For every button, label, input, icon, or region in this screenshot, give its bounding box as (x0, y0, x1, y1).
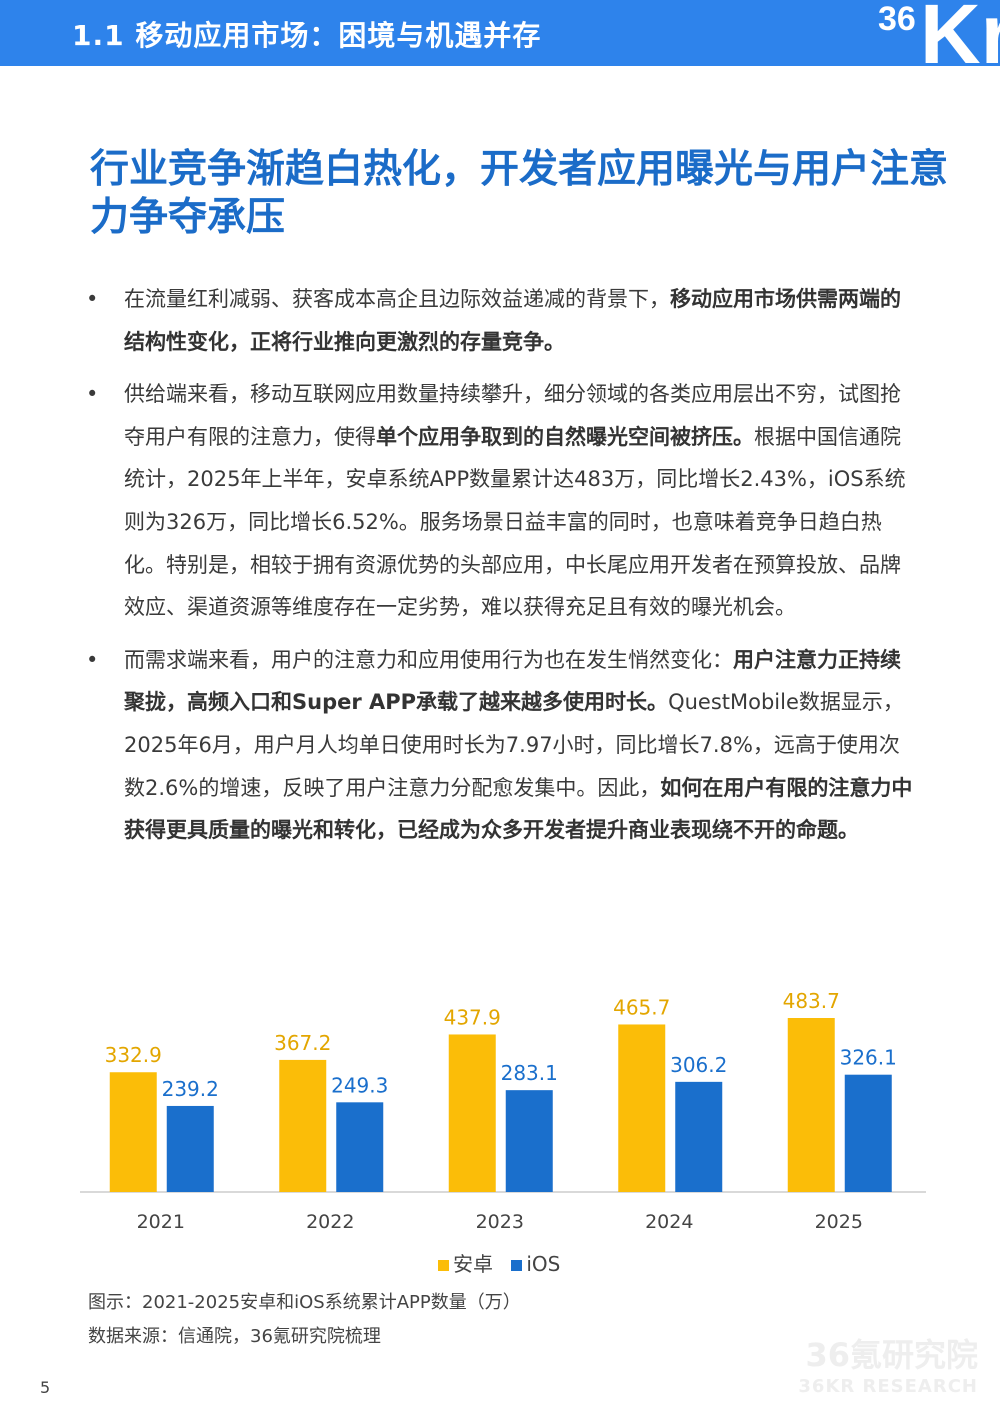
body-text: 根据中国信通院统计，2025年上半年，安卓系统APP数量累计达483万，同比增长… (124, 424, 906, 620)
page-number: 5 (40, 1378, 51, 1397)
data-label: 465.7 (613, 995, 670, 1019)
bar-android-2024 (618, 1024, 666, 1192)
data-label: 483.7 (783, 989, 840, 1013)
bullet-list: • 在流量红利减弱、获客成本高企且边际效益递减的背景下，移动应用市场供需两端的结构… (86, 278, 920, 862)
page-headline: 行业竞争渐趋白热化，开发者应用曝光与用户注意力争夺承压 (90, 147, 949, 240)
body-text: QuestMobile数据显示，2025年6月，用户月人均单日使用时长为7.97… (124, 690, 904, 800)
bold-text: 移动应用市场供需两端的结构性变化，正将行业推向更激烈的存量竞争。 (124, 287, 901, 354)
bar-ios-2023 (505, 1090, 553, 1192)
bold-text: 单个应用争取到的自然曝光空间被挤压。 (376, 424, 754, 449)
data-label: 332.9 (105, 1043, 162, 1067)
data-label: 367.2 (274, 1031, 331, 1055)
bar-android-2025 (787, 1018, 835, 1192)
x-tick-label: 2025 (815, 1211, 863, 1233)
bar-ios-2022 (336, 1102, 384, 1192)
bold-text: 如何在用户有限的注意力中获得更具质量的曝光和转化，已经成为众多开发者提升商业表现… (124, 775, 913, 843)
bar-android-2022 (279, 1059, 327, 1192)
bullet-item: • 供给端来看，移动互联网应用数量持续攀升，细分领域的各类应用层出不穷，试图抢夺用… (86, 373, 920, 629)
watermark: 36氪研究院 36KR RESEARCH (798, 1330, 978, 1397)
bar-ios-2025 (844, 1074, 892, 1192)
x-tick-label: 2022 (306, 1211, 354, 1233)
data-label: 326.1 (840, 1046, 897, 1070)
chart-legend: 安卓 iOS (438, 1248, 560, 1277)
bold-text: 用户注意力正持续聚拢，高频入口和Super APP承载了越来越多使用时长。 (124, 647, 901, 715)
body-text: 在流量红利减弱、获客成本高企且边际效益递减的背景下， (124, 287, 670, 311)
data-label: 283.1 (501, 1061, 558, 1085)
bullet-dot-icon: • (86, 287, 99, 311)
data-label: 437.9 (444, 1005, 501, 1029)
legend-swatch-android (438, 1260, 449, 1271)
bullet-dot-icon: • (86, 647, 99, 672)
data-source: 数据来源：信通院，36氪研究院梳理 (88, 1326, 381, 1347)
section-header-bar: 1.1 移动应用市场：困境与机遇并存 36 Kr (0, 0, 1000, 76)
bar-ios-2024 (675, 1081, 723, 1192)
x-tick-label: 2024 (645, 1211, 693, 1233)
watermark-line2: 36KR RESEARCH (798, 1376, 978, 1397)
watermark-line1: 36氪研究院 (805, 1336, 978, 1374)
bullet-dot-icon: • (86, 382, 99, 407)
bullet-item: • 而需求端来看，用户的注意力和应用使用行为也在发生悄然变化：用户注意力正持续聚拢… (86, 639, 920, 852)
bar-android-2023 (448, 1034, 496, 1192)
legend-swatch-ios (511, 1260, 523, 1271)
body-text: 供给端来看，移动互联网应用数量持续攀升，细分领域的各类应用层出不穷，试图抢夺用户… (124, 382, 901, 449)
bar-ios-2021 (166, 1105, 214, 1192)
section-title: 1.1 移动应用市场：困境与机遇并存 (72, 19, 542, 52)
x-tick-label: 2021 (137, 1211, 185, 1233)
bar-android-2021 (109, 1072, 157, 1192)
x-tick-label: 2023 (476, 1211, 524, 1233)
36kr-logo: 36 Kr (878, 0, 1000, 81)
legend-label-ios: iOS (526, 1252, 561, 1276)
legend-label-android: 安卓 (453, 1252, 493, 1276)
bullet-item: • 在流量红利减弱、获客成本高企且边际效益递减的背景下，移动应用市场供需两端的结构… (86, 278, 920, 363)
chart-caption: 图示：2021-2025安卓和iOS系统累计APP数量（万） (88, 1292, 521, 1313)
data-label: 306.2 (670, 1053, 727, 1077)
body-text: 而需求端来看，用户的注意力和应用使用行为也在发生悄然变化： (124, 647, 733, 672)
data-label: 249.3 (331, 1073, 388, 1097)
data-label: 239.2 (162, 1077, 219, 1101)
